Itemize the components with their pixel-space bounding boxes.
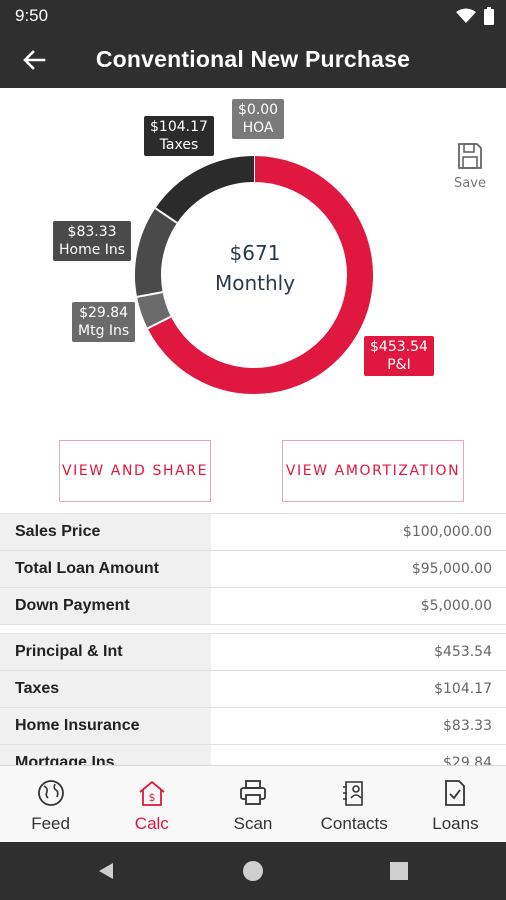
slice-label-hoa: $0.00 HOA [232,99,285,139]
back-triangle-icon[interactable] [96,861,116,881]
row-label: Down Payment [0,588,211,624]
payment-donut-chart: $671 Monthly $0.00 HOA $104.17 Taxes $83… [0,88,506,428]
nav-item-loans[interactable]: Loans [405,766,506,842]
status-bar: 9:50 [0,0,506,32]
document-check-icon [445,780,466,806]
row-label: Home Insurance [0,708,211,744]
donut-slice-separator [136,291,163,298]
donut-slice-taxes [155,156,255,224]
page-title: Conventional New Purchase [95,46,411,72]
chart-period: Monthly [214,271,296,295]
row-label: Principal & Int [0,634,211,670]
loan-summary-table: Sales Price $100,000.00 Total Loan Amoun… [0,513,506,625]
system-nav-bar [0,842,506,900]
view-and-share-button[interactable]: VIEW AND SHARE [59,440,211,502]
payment-breakdown-table: Principal & Int $453.54 Taxes $104.17 Ho… [0,633,506,765]
save-button[interactable]: Save [448,142,492,191]
row-value: $95,000.00 [411,561,492,577]
row-value: $5,000.00 [420,598,492,614]
nav-item-calc[interactable]: $ Calc [101,766,202,842]
bottom-nav: Feed $ Calc Scan Contacts Loans [0,765,506,842]
battery-icon [484,7,494,25]
slice-label-pi: $453.54 P&I [364,336,434,376]
back-arrow-icon[interactable] [18,44,50,76]
wifi-icon [456,8,476,23]
chart-center-text: $671 Monthly [180,238,330,298]
view-amortization-button[interactable]: VIEW AMORTIZATION [282,440,464,502]
donut-slice-separator [154,207,178,224]
slice-label-home-ins: $83.33 Home Ins [53,221,132,261]
nav-item-feed[interactable]: Feed [0,766,101,842]
donut-slice-p-i [147,156,373,394]
printer-icon [240,780,266,805]
row-label: Taxes [0,671,211,707]
nav-label: Contacts [320,814,388,833]
nav-label: Scan [233,814,273,833]
table-row: Taxes $104.17 [0,671,506,708]
home-circle-icon[interactable] [242,860,264,882]
table-row: Principal & Int $453.54 [0,634,506,671]
svg-text:$: $ [148,791,155,804]
table-row: Down Payment $5,000.00 [0,588,506,625]
row-value: $453.54 [434,644,492,660]
status-icons [456,6,494,26]
nav-label: Loans [432,814,479,833]
nav-label: Calc [134,814,169,833]
recents-square-icon[interactable] [390,862,408,880]
donut-slice-home-ins [135,208,178,297]
contacts-icon [343,781,364,806]
donut-slice-mtg-ins [137,291,172,329]
nav-item-contacts[interactable]: Contacts [304,766,405,842]
nav-label: Feed [31,814,70,833]
table-row: Mortgage Ins $29.84 [0,745,506,765]
chart-total: $671 [229,241,281,265]
row-label: Sales Price [0,514,211,550]
row-label: Mortgage Ins [0,745,211,765]
row-value: $29.84 [443,755,492,765]
slice-label-mtg-ins: $29.84 Mtg Ins [72,302,136,342]
row-label: Total Loan Amount [0,551,211,587]
save-label: Save [454,176,486,191]
house-dollar-icon: $ [139,780,165,806]
globe-icon [37,780,64,806]
status-time: 9:50 [15,6,49,25]
app-bar: Conventional New Purchase [0,32,506,88]
nav-item-scan[interactable]: Scan [202,766,303,842]
donut-svg [135,156,373,394]
row-value: $100,000.00 [402,524,492,540]
table-row: Sales Price $100,000.00 [0,514,506,551]
slice-label-taxes: $104.17 Taxes [144,116,214,156]
row-value: $104.17 [434,681,492,697]
save-icon [458,143,482,169]
donut-slice-separator [147,315,172,330]
row-value: $83.33 [443,718,492,734]
table-row: Total Loan Amount $95,000.00 [0,551,506,588]
table-row: Home Insurance $83.33 [0,708,506,745]
